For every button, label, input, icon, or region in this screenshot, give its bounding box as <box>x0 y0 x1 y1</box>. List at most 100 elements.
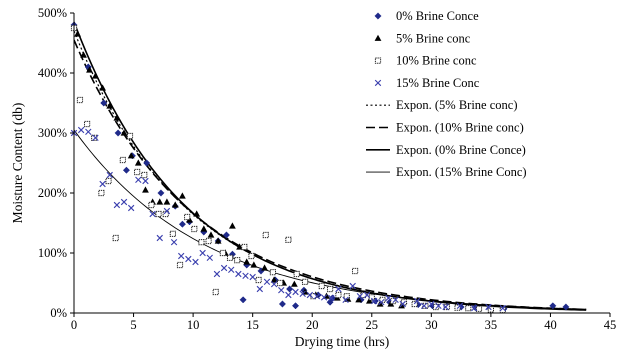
data-point <box>242 272 249 279</box>
data-point <box>213 270 221 278</box>
data-point <box>292 288 299 296</box>
data-point <box>370 297 378 305</box>
data-point <box>255 276 262 284</box>
data-point <box>349 282 356 290</box>
data-point <box>335 291 342 299</box>
data-point <box>310 293 317 300</box>
data-point <box>112 234 119 242</box>
data-point <box>313 293 321 300</box>
data-point <box>471 305 478 312</box>
data-point <box>99 84 106 91</box>
data-point <box>392 296 399 303</box>
data-point <box>100 99 108 107</box>
data-point <box>335 285 342 293</box>
data-point <box>106 171 113 179</box>
data-point <box>184 213 191 221</box>
data-point <box>290 280 298 287</box>
data-point <box>229 222 236 229</box>
data-point <box>306 291 314 299</box>
legend-marker <box>374 79 382 87</box>
data-point <box>134 159 142 166</box>
data-point <box>80 51 87 58</box>
data-point <box>207 231 215 238</box>
data-point <box>92 134 99 141</box>
data-point <box>214 237 222 244</box>
data-point <box>98 189 105 197</box>
data-point <box>119 156 126 164</box>
x-tick-label: 45 <box>604 318 617 332</box>
legend-marker <box>374 12 382 20</box>
data-point <box>143 159 151 167</box>
data-point <box>499 305 506 312</box>
data-point <box>162 210 169 218</box>
data-point <box>163 207 171 215</box>
data-point <box>148 201 155 209</box>
data-point <box>435 302 442 309</box>
data-point <box>114 129 122 137</box>
data-point <box>198 239 205 246</box>
data-point <box>126 132 134 140</box>
legend-item: 0% Brine Conce <box>374 9 479 23</box>
legend-label: Expon. (10% Brine conc) <box>396 121 524 135</box>
data-point <box>120 129 128 136</box>
data-point <box>428 300 435 308</box>
data-point <box>141 171 148 179</box>
data-point <box>127 152 135 159</box>
legend-label: 15% Brine Conc <box>396 76 480 90</box>
data-point <box>285 291 292 299</box>
y-axis-title: Moisture Content (db) <box>10 103 25 224</box>
data-point <box>74 30 81 37</box>
data-point <box>205 237 212 245</box>
data-point <box>178 220 186 228</box>
data-point <box>170 239 178 246</box>
data-point <box>420 302 428 309</box>
data-point <box>256 285 264 293</box>
data-point <box>318 282 325 290</box>
x-tick-label: 10 <box>187 318 200 332</box>
x-tick-label: 20 <box>306 318 319 332</box>
data-point <box>269 269 277 276</box>
data-point <box>156 198 164 205</box>
data-point <box>328 294 335 302</box>
x-ticks: 0 5 10 15 20 25 30 35 40 45 <box>71 313 616 332</box>
x-tick-label: 35 <box>485 318 498 332</box>
data-point <box>465 305 472 312</box>
data-point <box>442 303 449 311</box>
legend-item: Expon. (10% Brine conc) <box>366 121 524 135</box>
data-point <box>77 126 85 134</box>
x-tick-label: 0 <box>71 318 77 332</box>
data-point <box>113 201 121 209</box>
data-point <box>135 176 142 183</box>
legend-label: 10% Brine conc <box>396 54 477 68</box>
legend-item: 5% Brine conc <box>374 31 471 45</box>
data-point <box>270 281 278 288</box>
data-point <box>390 297 397 305</box>
x-tick-label: 25 <box>366 318 379 332</box>
data-point <box>241 243 248 251</box>
data-point <box>286 285 294 293</box>
data-point <box>234 257 241 264</box>
data-point <box>199 249 206 257</box>
x-axis-title: Drying time (hrs) <box>295 334 389 349</box>
legend-label: Expon. (5% Brine conc) <box>396 98 518 112</box>
y-tick-label: 400% <box>38 66 67 80</box>
data-point <box>261 264 268 271</box>
data-point <box>220 264 228 272</box>
legend-label: 0% Brine Conce <box>396 9 479 23</box>
data-point <box>278 287 285 294</box>
data-point <box>379 296 386 303</box>
data-point <box>99 180 106 188</box>
data-point <box>326 285 334 293</box>
data-point <box>456 302 464 309</box>
data-point <box>155 210 162 218</box>
legend-item: Expon. (15% Brine Conc) <box>366 165 527 179</box>
data-point <box>243 258 251 265</box>
data-point <box>156 234 163 242</box>
data-point <box>549 302 557 310</box>
x-tick-label: 40 <box>544 318 557 332</box>
data-point <box>368 294 375 301</box>
data-point <box>185 255 192 263</box>
x-tick-label: 5 <box>130 318 136 332</box>
legend-item: 10% Brine conc <box>374 54 477 68</box>
data-point <box>299 290 306 297</box>
